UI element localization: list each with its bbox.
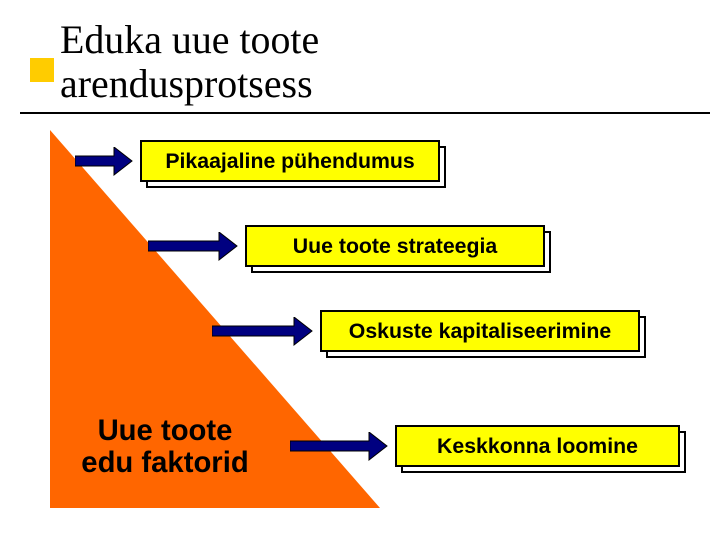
concept-box-b1: Pikaajaline pühendumus [140,140,440,182]
concept-box-label: Pikaajaline pühendumus [165,149,414,174]
concept-box-label: Oskuste kapitaliseerimine [349,319,611,344]
concept-box-label: Keskkonna loomine [437,434,638,459]
factors-label-line1: Uue toote [55,415,275,447]
slide: { "canvas": { "width": 720, "height": 54… [0,0,720,540]
concept-box-b2: Uue toote strateegia [245,225,545,267]
arrow-icon [75,147,134,177]
arrow-icon [148,232,239,262]
concept-box-label: Uue toote strateegia [293,234,497,259]
factors-label: Uue toote edu faktorid [55,415,275,479]
factors-label-line2: edu faktorid [55,447,275,479]
arrow-icon [290,432,389,462]
arrow-icon [212,317,314,347]
concept-box-b4: Keskkonna loomine [395,425,680,467]
concept-box-b3: Oskuste kapitaliseerimine [320,310,640,352]
